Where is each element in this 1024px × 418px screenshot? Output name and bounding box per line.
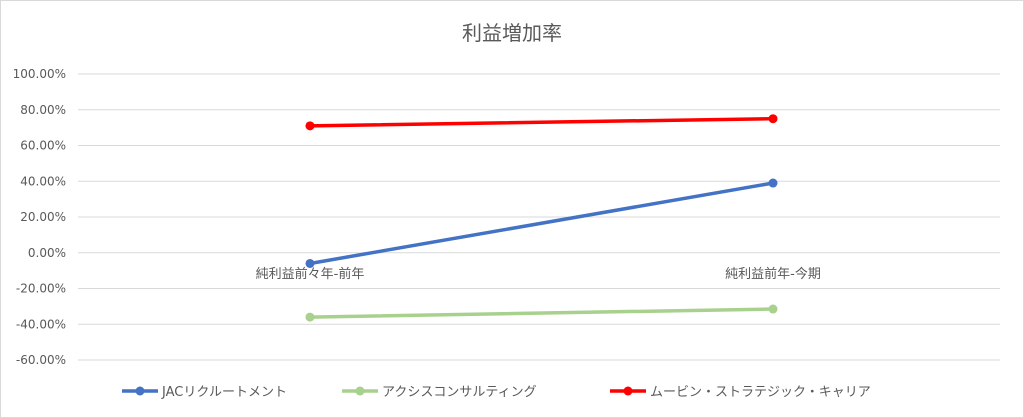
y-axis-ticks: -60.00% -40.00% -20.00% 0.00% 20.00% 40.00% 60… [13,67,66,367]
series-line [308,181,775,266]
legend: JACリクルートメント アクシスコンサルティング ムービン・ストラテジック・キャリア [122,385,871,400]
series-line [308,307,775,319]
series-lines [305,114,778,322]
data-point [768,304,778,314]
y-tick-label: 80.00% [20,103,66,117]
legend-marker [623,386,633,396]
y-tick-label: -20.00% [16,282,66,296]
legend-label: ムービン・ストラテジック・キャリア [650,385,871,400]
y-tick-label: 40.00% [20,174,66,188]
legend-label: JACリクルートメント [161,385,287,400]
y-tick-label: 0.00% [28,246,66,260]
chart-title: 利益増加率 [462,21,562,45]
legend-marker [355,386,365,396]
legend-label: アクシスコンサルティング [382,385,537,400]
data-point [305,312,315,322]
y-tick-label: -60.00% [16,353,66,367]
y-tick-label: 20.00% [20,210,66,224]
data-point [768,178,778,188]
y-tick-label: 100.00% [13,67,66,81]
series-line [308,116,775,128]
y-tick-label: -40.00% [16,317,66,331]
category-labels: 純利益前々年-前年 純利益前年-今期 [256,266,821,282]
x-category-label: 純利益前年-今期 [725,266,821,282]
data-point [305,258,315,268]
data-point [305,121,315,131]
gridlines [78,73,1000,361]
data-point [768,114,778,124]
x-category-label: 純利益前々年-前年 [256,266,365,282]
legend-marker [135,386,145,396]
y-tick-label: 60.00% [20,139,66,153]
